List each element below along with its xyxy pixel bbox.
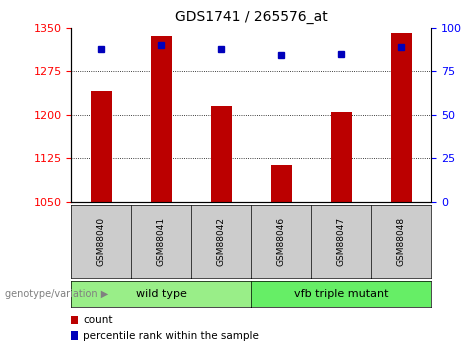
Text: genotype/variation ▶: genotype/variation ▶ xyxy=(5,289,108,299)
Bar xyxy=(211,106,232,202)
Text: GSM88042: GSM88042 xyxy=(217,217,226,266)
Text: GSM88040: GSM88040 xyxy=(97,217,106,266)
Text: GSM88048: GSM88048 xyxy=(396,217,406,266)
Bar xyxy=(271,165,292,202)
Bar xyxy=(151,36,172,202)
Text: wild type: wild type xyxy=(136,289,187,299)
Text: GSM88047: GSM88047 xyxy=(337,217,346,266)
Text: vfb triple mutant: vfb triple mutant xyxy=(294,289,388,299)
Text: GSM88041: GSM88041 xyxy=(157,217,166,266)
Bar xyxy=(331,112,352,202)
Bar xyxy=(390,33,412,202)
Text: percentile rank within the sample: percentile rank within the sample xyxy=(83,331,259,341)
Bar xyxy=(91,91,112,202)
Text: GSM88046: GSM88046 xyxy=(277,217,286,266)
Text: count: count xyxy=(83,315,112,325)
Title: GDS1741 / 265576_at: GDS1741 / 265576_at xyxy=(175,10,328,24)
